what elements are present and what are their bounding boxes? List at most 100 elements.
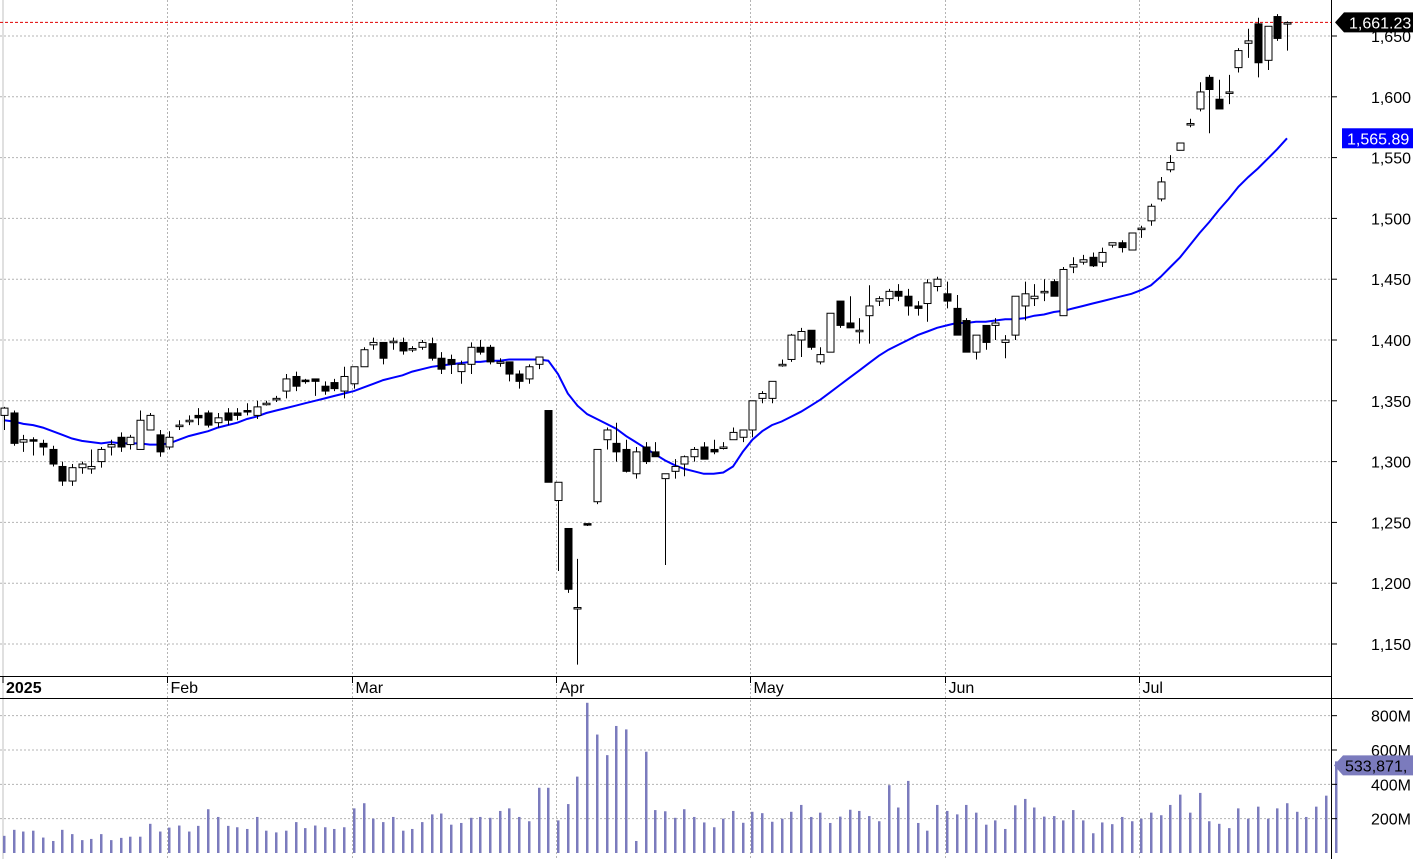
- volume-bar: [324, 827, 327, 853]
- candle: [671, 465, 680, 472]
- volume-bar: [1131, 821, 1134, 853]
- candle: [496, 361, 505, 364]
- candle: [748, 400, 757, 431]
- candle: [1011, 295, 1020, 336]
- volume-bar: [985, 824, 988, 853]
- volume-bar: [304, 828, 307, 853]
- volume-bar: [1228, 828, 1231, 853]
- candle: [710, 448, 719, 453]
- candle: [1137, 227, 1146, 231]
- volume-bar: [878, 821, 881, 853]
- candle: [1128, 232, 1137, 251]
- price-tick-label: 1,450: [1371, 272, 1411, 289]
- volume-bar: [897, 807, 900, 853]
- candle: [846, 322, 855, 329]
- volume-bar: [645, 751, 648, 853]
- candle: [1098, 251, 1107, 263]
- candle: [1050, 281, 1059, 297]
- candle: [564, 527, 573, 590]
- volume-bar: [732, 810, 735, 853]
- candle: [107, 444, 116, 448]
- volume-bar: [402, 830, 405, 853]
- volume-bar: [71, 834, 74, 853]
- candle: [554, 481, 563, 502]
- candle: [1196, 91, 1205, 110]
- volume-bar: [868, 816, 871, 853]
- volume-bar: [1325, 795, 1328, 853]
- volume-bar: [178, 825, 181, 853]
- price-tick-label: 1,650: [1371, 29, 1411, 46]
- price-tick-label: 1,350: [1371, 394, 1411, 411]
- candle: [185, 419, 194, 423]
- price-tick-label: 1,500: [1371, 211, 1411, 228]
- volume-bar: [839, 816, 842, 853]
- candle: [1234, 50, 1243, 69]
- volume-bar: [256, 816, 259, 853]
- volume-bar: [382, 822, 385, 853]
- volume-bar: [829, 822, 832, 853]
- candle: [768, 380, 777, 399]
- volume-bar: [207, 809, 210, 853]
- candle: [97, 448, 106, 463]
- volume-bar: [149, 823, 152, 853]
- volume-bar: [110, 840, 113, 853]
- candle: [1254, 23, 1263, 64]
- candle: [1215, 98, 1224, 110]
- candle: [233, 412, 242, 416]
- grid-lines: [0, 0, 1331, 859]
- candle: [505, 361, 514, 375]
- candle: [389, 340, 398, 344]
- volume-bar: [1237, 808, 1240, 853]
- candle: [126, 436, 135, 446]
- volume-bar: [888, 785, 891, 853]
- candle: [651, 451, 660, 458]
- candle: [136, 419, 145, 450]
- volume-bar: [52, 840, 55, 853]
- candle: [1186, 123, 1195, 126]
- candle: [1157, 181, 1166, 200]
- volume-bar: [421, 822, 424, 853]
- volume-bar: [197, 825, 200, 853]
- candle: [1147, 205, 1156, 222]
- volume-bar: [1053, 816, 1056, 853]
- volume-bar: [120, 837, 123, 853]
- volume-bar: [615, 725, 618, 853]
- volume-bar: [917, 822, 920, 853]
- volume-bar: [1101, 822, 1104, 853]
- volume-bar: [353, 808, 356, 853]
- volume-bar: [625, 729, 628, 853]
- candle: [428, 343, 437, 359]
- volume-tick-label: 400M: [1371, 777, 1411, 794]
- candle: [1225, 91, 1234, 94]
- candle: [78, 463, 87, 469]
- last-price-value: 1,661.23: [1349, 15, 1411, 32]
- candle: [700, 446, 709, 460]
- candle: [204, 412, 213, 426]
- price-tick-label: 1,400: [1371, 333, 1411, 350]
- candle: [379, 341, 388, 359]
- candle: [807, 329, 816, 348]
- volume-bar: [1208, 821, 1211, 853]
- volume-bar: [956, 814, 959, 853]
- candle: [486, 346, 495, 363]
- volume-bar: [1004, 828, 1007, 853]
- volume-bar: [926, 830, 929, 853]
- volume-bar: [596, 734, 599, 853]
- volume-bar: [1305, 816, 1308, 853]
- volume-bar: [460, 822, 463, 853]
- volume-bar: [61, 829, 64, 853]
- volume-bar: [1121, 816, 1124, 853]
- volume-bar: [372, 818, 375, 853]
- volume-bar: [557, 820, 560, 853]
- month-labels: 2025 Feb Mar Apr May Jun Jul: [6, 680, 1163, 697]
- candle: [311, 378, 320, 382]
- volume-bar: [440, 813, 443, 853]
- volume-bar: [703, 822, 706, 853]
- volume-bar: [1062, 820, 1065, 853]
- volume-bar: [1014, 805, 1017, 853]
- value-tags: 1,661.23 1,565.89 533,871,: [1334, 12, 1413, 776]
- volume-bar: [1218, 823, 1221, 853]
- month-label: Jun: [949, 680, 975, 697]
- candle: [253, 406, 262, 416]
